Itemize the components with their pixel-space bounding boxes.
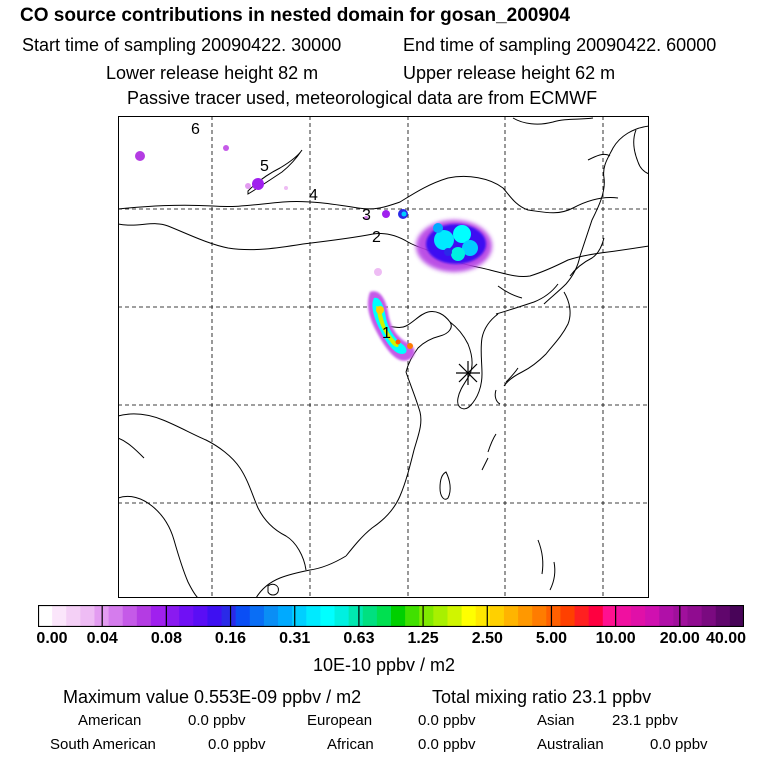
colorbar-cell	[334, 605, 350, 627]
colorbar-cell	[729, 605, 744, 627]
colorbar-cell	[235, 605, 251, 627]
colorbar-cell	[263, 605, 279, 627]
colorbar-cell	[66, 605, 81, 627]
colorbar-tick-label: 0.04	[86, 630, 118, 647]
end-time: End time of sampling 20090422. 60000	[403, 35, 717, 55]
colorbar-cell	[546, 605, 562, 627]
colorbar-cell	[150, 605, 166, 627]
plume-small-spots	[135, 145, 408, 276]
colorbar-cell	[249, 605, 265, 627]
colorbar-tick-label: 20.00	[659, 630, 700, 647]
colorbar-tick-label: 0.63	[343, 630, 375, 647]
maximum-value: Maximum value 0.553E-09 ppbv / m2	[63, 687, 362, 707]
colorbar-cell	[278, 605, 293, 627]
colorbar-tick-label: 0.31	[279, 630, 311, 647]
colorbar-tick-label: 5.00	[535, 630, 568, 647]
colorbar-cell	[38, 605, 53, 627]
colorbar-tick-label: 10.00	[595, 630, 636, 647]
colorbar-tick-label: 1.25	[407, 630, 439, 647]
lat-lon-grid	[118, 116, 649, 598]
colorbar-cell	[560, 605, 576, 627]
colorbar-cell	[489, 605, 505, 627]
colorbar-cell	[405, 605, 420, 627]
region-name-african: African	[327, 736, 374, 753]
total-mixing-ratio: Total mixing ratio 23.1 ppbv	[432, 687, 652, 707]
region-name-asian: Asian	[537, 712, 575, 729]
colorbar	[38, 605, 744, 627]
colorbar-cell	[306, 605, 321, 627]
colorbar-cell	[80, 605, 96, 627]
colorbar-tick-label: 40.00	[705, 630, 747, 647]
start-time: Start time of sampling 20090422. 30000	[22, 35, 342, 55]
colorbar-cell	[292, 605, 307, 627]
colorbar-cell	[645, 605, 660, 627]
colorbar-cell	[701, 605, 717, 627]
colorbar-cell	[631, 605, 646, 627]
source-label-5: 5	[260, 158, 269, 175]
plot-title: CO source contributions in nested domain…	[20, 5, 571, 26]
colorbar-cell	[503, 605, 519, 627]
colorbar-tick-label: 0.08	[150, 630, 182, 647]
colorbar-cell	[165, 605, 180, 627]
colorbar-cell	[207, 605, 223, 627]
source-contribution-map: 6 5 4 3 2 1	[118, 116, 649, 598]
colorbar-cell	[461, 605, 477, 627]
plume-beijing	[367, 291, 415, 361]
colorbar-cell	[179, 605, 194, 627]
region-name-american: American	[78, 712, 142, 729]
tracer-note: Passive tracer used, meteorological data…	[127, 88, 598, 108]
source-label-2: 2	[372, 229, 381, 246]
colorbar-cell	[574, 605, 590, 627]
region-value-american: 0.0 ppbv	[188, 712, 246, 729]
colorbar-cell	[108, 605, 124, 627]
colorbar-cell	[122, 605, 138, 627]
region-value-australian: 0.0 ppbv	[650, 736, 708, 753]
colorbar-cell	[659, 605, 674, 627]
source-label-6: 6	[191, 121, 200, 138]
region-name-south-american: South American	[50, 736, 156, 753]
receptor-marker	[456, 361, 480, 385]
colorbar-cell	[532, 605, 547, 627]
colorbar-cell	[136, 605, 152, 627]
coastlines	[118, 117, 649, 598]
colorbar-tick-label: 0.16	[214, 630, 247, 647]
colorbar-cell	[419, 605, 434, 627]
region-value-african: 0.0 ppbv	[418, 736, 476, 753]
map-frame	[118, 116, 649, 598]
region-value-asian: 23.1 ppbv	[612, 712, 678, 729]
colorbar-cell	[616, 605, 632, 627]
colorbar-tick-label: 0.00	[36, 630, 68, 647]
colorbar-cell	[602, 605, 618, 627]
colorbar-cell	[391, 605, 406, 627]
colorbar-cell	[221, 605, 237, 627]
colorbar-cell	[715, 605, 731, 627]
colorbar-cell	[320, 605, 336, 627]
colorbar-cell	[376, 605, 392, 627]
region-value-south-american: 0.0 ppbv	[208, 736, 266, 753]
colorbar-cell	[673, 605, 689, 627]
colorbar-cell	[447, 605, 463, 627]
colorbar-cell	[588, 605, 604, 627]
region-value-european: 0.0 ppbv	[418, 712, 476, 729]
region-name-european: European	[307, 712, 373, 729]
colorbar-cell	[362, 605, 378, 627]
colorbar-cell	[687, 605, 703, 627]
colorbar-cell	[475, 605, 491, 627]
source-label-4: 4	[309, 187, 318, 204]
colorbar-cell	[433, 605, 449, 627]
colorbar-tick-label: 2.50	[471, 630, 503, 647]
region-name-australian: Australian	[537, 736, 604, 753]
colorbar-cell	[518, 605, 533, 627]
source-label-3: 3	[362, 207, 371, 224]
upper-release-height: Upper release height 62 m	[403, 63, 616, 83]
lower-release-height: Lower release height 82 m	[106, 63, 319, 83]
colorbar-unit: 10E-10 ppbv / m2	[312, 655, 456, 675]
colorbar-cell	[348, 605, 364, 627]
colorbar-cell	[193, 605, 209, 627]
source-label-1: 1	[382, 325, 391, 342]
colorbar-cell	[52, 605, 67, 627]
plume-northeast	[416, 220, 492, 272]
